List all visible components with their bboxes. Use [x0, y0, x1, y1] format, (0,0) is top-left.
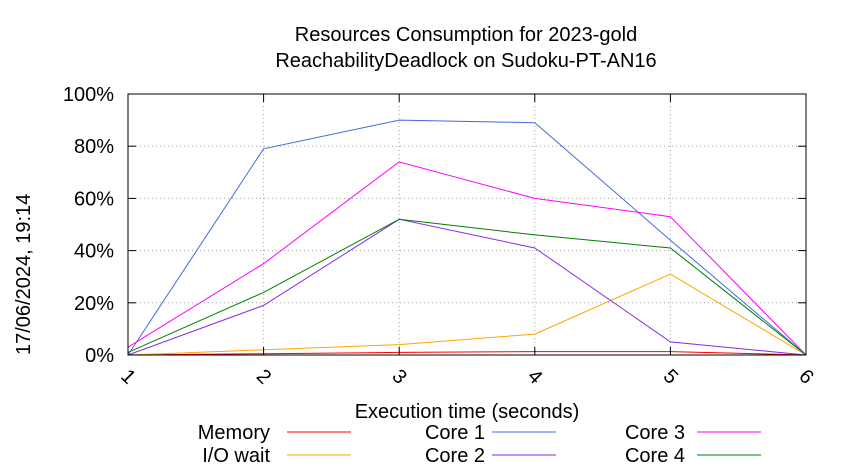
- y-tick-label: 20%: [74, 293, 114, 315]
- series-line-memory: [127, 351, 807, 356]
- legend-label-i-o-wait: I/O wait: [202, 445, 270, 467]
- y-tick-label: 40%: [74, 241, 114, 263]
- x-tick-label: 5: [659, 365, 682, 388]
- series-line-i-o-wait: [127, 273, 807, 356]
- chart-title: Resources Consumption for 2023-gold: [295, 24, 637, 46]
- x-tick-label: 2: [252, 365, 275, 388]
- legend-label-memory: Memory: [198, 422, 270, 444]
- x-tick-label: 3: [387, 365, 410, 388]
- series-line-core-2: [127, 218, 807, 356]
- x-tick-label: 4: [523, 365, 546, 388]
- x-tick-label: 6: [794, 365, 817, 388]
- y-tick-label: 80%: [74, 136, 114, 158]
- series-layer: [127, 119, 807, 356]
- x-axis: 1 2 3 4 5 6: [116, 94, 818, 389]
- y-tick-label: 60%: [74, 188, 114, 210]
- x-tick-label: 1: [116, 365, 139, 388]
- chart-subtitle: ReachabilityDeadlock on Sudoku-PT-AN16: [275, 50, 656, 72]
- timestamp-label: 17/06/2024, 19:14: [13, 194, 35, 355]
- legend-label-core-4: Core 4: [625, 445, 685, 467]
- series-line-core-3: [127, 161, 807, 356]
- grid-layer: [128, 94, 806, 355]
- y-tick-label: 100%: [63, 84, 114, 106]
- legend-label-core-2: Core 2: [425, 445, 485, 467]
- y-tick-label: 0%: [85, 345, 114, 367]
- legend-label-core-3: Core 3: [625, 422, 685, 444]
- x-axis-label: Execution time (seconds): [355, 401, 580, 423]
- plot-frame: [127, 93, 807, 356]
- series-line-core-1: [127, 119, 807, 356]
- y-axis: 0% 20% 40% 60% 80% 100%: [63, 84, 806, 367]
- legend-label-core-1: Core 1: [425, 422, 485, 444]
- series-line-core-4: [127, 218, 807, 356]
